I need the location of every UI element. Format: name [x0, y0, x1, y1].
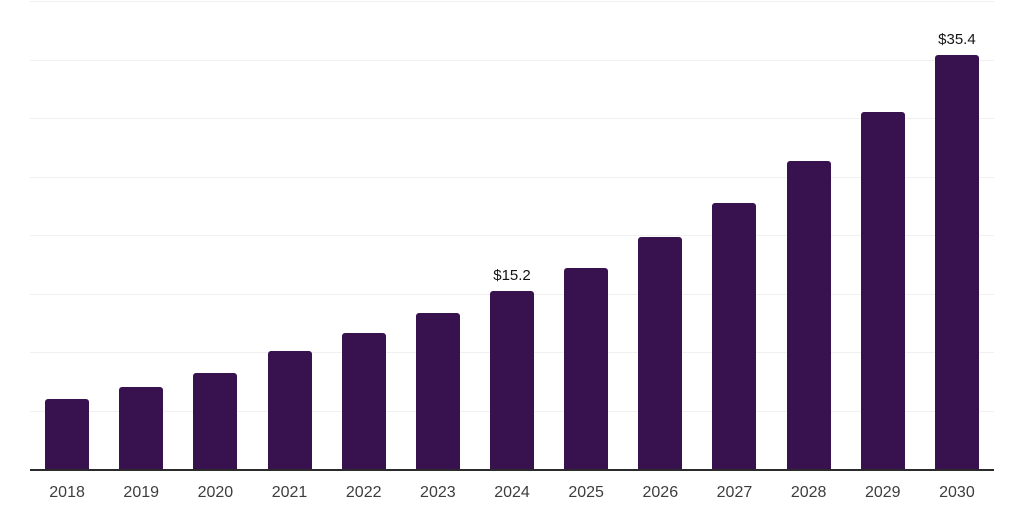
bar-2022: [341, 333, 386, 469]
x-tick-label-2022: 2022: [345, 484, 382, 501]
plot-area: $15.2 $35.4: [30, 0, 994, 469]
bar-2030: [934, 54, 979, 469]
x-tick-label-2029: 2029: [864, 484, 901, 501]
bar-2023: [415, 313, 460, 469]
gridline-25: [30, 176, 994, 178]
bar-2018: [45, 398, 90, 469]
x-tick-label-2027: 2027: [716, 484, 753, 501]
gridline-30: [30, 118, 994, 119]
bar-2021: [267, 350, 312, 469]
bar-2027: [712, 203, 757, 469]
x-tick-label-2030: 2030: [939, 484, 975, 501]
x-tick-label-2019: 2019: [123, 484, 160, 501]
bar-2028: [786, 161, 831, 469]
x-tick-label-2018: 2018: [49, 484, 85, 501]
gridline-40: [30, 1, 994, 2]
bar-2026: [638, 237, 683, 469]
x-tick-label-2023: 2023: [420, 484, 456, 501]
value-label-2024: $15.2: [493, 267, 531, 285]
gridline-35: [30, 59, 994, 61]
x-tick-label-2021: 2021: [271, 484, 308, 501]
bar-2020: [193, 373, 238, 469]
gridline-20: [30, 235, 994, 236]
bar-2024: [490, 291, 534, 469]
bar-2019: [119, 387, 164, 469]
value-label-2030: $35.4: [938, 30, 976, 48]
x-axis-line: [30, 469, 994, 471]
x-tick-label-2024: 2024: [494, 484, 530, 501]
bar-2029: [860, 112, 905, 469]
x-tick-label-2026: 2026: [642, 484, 679, 501]
bar-2025: [564, 267, 609, 469]
x-tick-label-2025: 2025: [568, 484, 604, 501]
x-tick-label-2020: 2020: [197, 484, 234, 501]
x-tick-label-2028: 2028: [790, 484, 827, 501]
